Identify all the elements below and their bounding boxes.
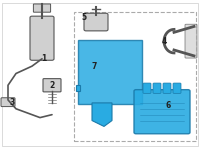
FancyBboxPatch shape — [153, 83, 161, 93]
Text: 4: 4 — [161, 37, 167, 46]
FancyBboxPatch shape — [84, 13, 108, 31]
Polygon shape — [76, 85, 80, 91]
Polygon shape — [92, 103, 112, 126]
Text: 5: 5 — [81, 13, 87, 22]
Text: 7: 7 — [91, 62, 97, 71]
FancyBboxPatch shape — [185, 24, 197, 58]
FancyBboxPatch shape — [134, 90, 190, 134]
FancyBboxPatch shape — [163, 83, 171, 93]
FancyBboxPatch shape — [1, 98, 15, 107]
Text: 3: 3 — [9, 98, 15, 107]
Text: 2: 2 — [49, 81, 55, 90]
FancyBboxPatch shape — [173, 83, 181, 93]
FancyBboxPatch shape — [78, 40, 142, 104]
FancyBboxPatch shape — [33, 4, 51, 12]
Text: 1: 1 — [41, 54, 47, 63]
Text: 6: 6 — [165, 101, 171, 110]
FancyBboxPatch shape — [43, 79, 61, 92]
FancyBboxPatch shape — [143, 83, 151, 93]
FancyBboxPatch shape — [30, 16, 54, 60]
